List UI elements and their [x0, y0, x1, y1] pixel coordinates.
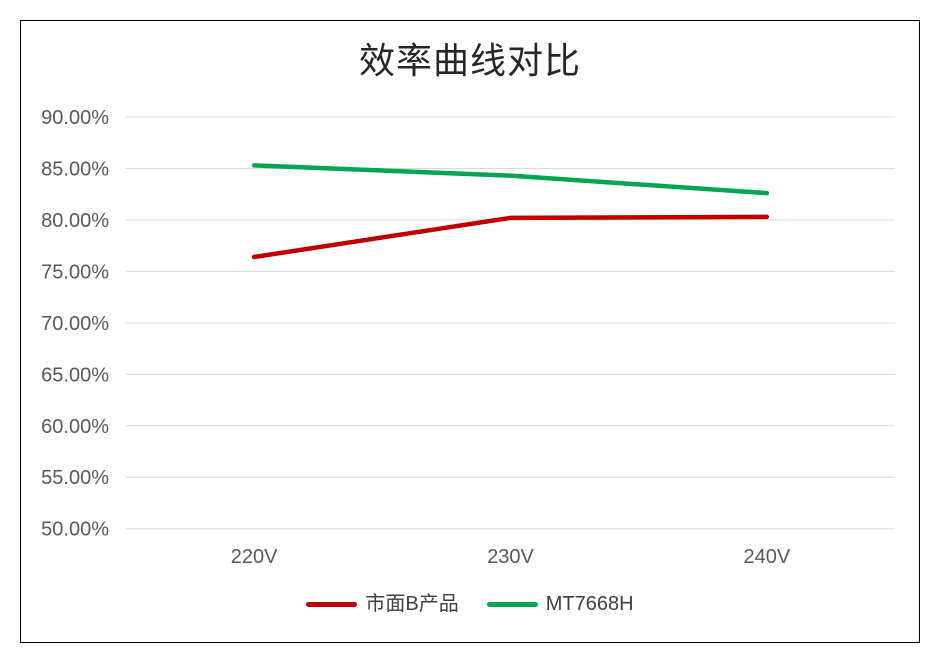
x-axis-tick-label: 230V: [487, 546, 534, 568]
plot-svg: 50.00% 55.00% 60.00% 65.00% 70.00% 75.00% 80.0…: [41, 107, 895, 568]
legend-label: MT7668H: [545, 593, 634, 615]
chart-legend: 市面B产品 MT7668H: [21, 591, 919, 617]
y-axis-tick-label: 80.00%: [41, 210, 109, 232]
y-axis-tick-label: 50.00%: [41, 519, 109, 541]
series-line-1: [251, 163, 770, 196]
legend-item-0: 市面B产品: [306, 593, 459, 615]
x-axis-tick-label: 240V: [743, 546, 790, 568]
legend-item-1: MT7668H: [486, 593, 634, 615]
chart-frame: 50.00% 55.00% 60.00% 65.00% 70.00% 75.00% 80.0…: [20, 20, 920, 643]
y-axis-tick-label: 55.00%: [41, 467, 109, 489]
legend-line-swatch: [486, 601, 538, 607]
y-axis-tick-label: 65.00%: [41, 364, 109, 386]
y-axis-tick-label: 85.00%: [41, 158, 109, 180]
y-axis-tick-label: 90.00%: [41, 107, 109, 129]
y-axis-tick-label: 60.00%: [41, 416, 109, 438]
x-axis-tick-label: 220V: [231, 546, 278, 568]
y-axis-tick-label: 75.00%: [41, 261, 109, 283]
series-line-0: [251, 214, 770, 260]
legend-label: 市面B产品: [365, 593, 459, 615]
legend-line-swatch: [306, 601, 358, 607]
y-axis-tick-label: 70.00%: [41, 313, 109, 335]
